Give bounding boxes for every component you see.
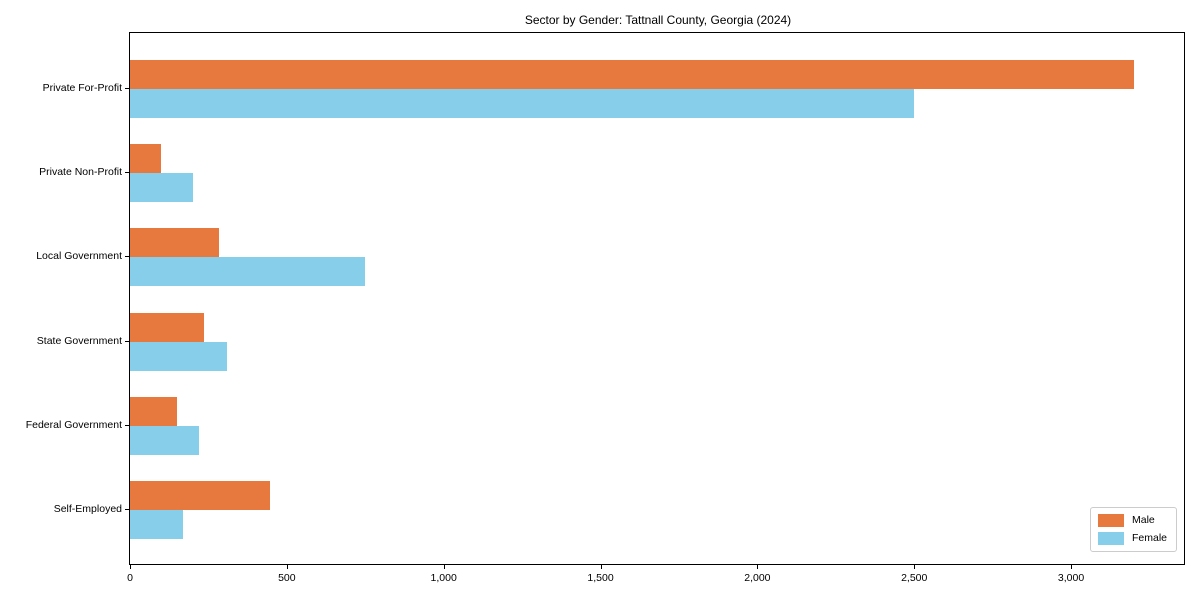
x-tick-label: 1,500 [587,572,614,584]
x-tick-label: 2,000 [744,572,771,584]
y-tick-label: Self-Employed [53,503,122,515]
bar-male-3 [130,228,220,258]
x-tick-mark [443,565,445,569]
y-tick-label: Federal Government [25,418,122,431]
legend-swatch-female-icon [1098,532,1124,545]
y-tick-mark [125,256,129,258]
bar-female-6 [130,510,184,539]
y-tick-mark [125,172,129,174]
y-tick-label: Local Government [36,250,122,263]
x-tick-label: 1,000 [430,572,457,584]
bar-male-1 [130,60,1134,89]
y-tick-mark [125,88,129,89]
y-tick-mark [125,509,129,510]
bar-male-4 [130,312,204,342]
x-tick-mark [286,565,288,569]
bar-male-5 [130,396,178,426]
bar-female-4 [130,341,228,371]
bar-male-6 [130,481,270,510]
y-tick-label: Private For-Profit [42,82,122,94]
legend-swatch-male-icon [1098,514,1124,527]
bar-female-2 [130,173,193,203]
bar-male-2 [130,144,162,174]
legend-entry-female: Female [1098,532,1167,545]
legend-label-male: Male [1132,514,1155,526]
bar-female-5 [130,425,199,455]
legend-entry-male: Male [1098,514,1167,527]
x-tick-mark [600,565,602,569]
plot-area [129,32,1185,565]
x-tick-mark [757,565,759,569]
y-tick-label: Private Non-Profit [39,166,122,179]
legend: Male Female [1090,507,1178,552]
y-tick-mark [125,424,129,426]
x-tick-label: 0 [127,572,133,584]
chart-title: Sector by Gender: Tattnall County, Georg… [524,13,792,27]
legend-label-female: Female [1132,532,1168,544]
x-tick-label: 3,000 [1057,572,1085,584]
x-tick-mark [130,565,131,569]
x-tick-mark [914,565,916,569]
x-tick-label: 500 [278,572,296,584]
y-tick-mark [125,340,129,342]
bar-female-1 [130,89,915,118]
y-tick-label: State Government [36,334,122,347]
x-tick-label: 2,500 [901,572,928,584]
bar-female-3 [130,257,366,287]
x-tick-mark [1071,565,1073,569]
